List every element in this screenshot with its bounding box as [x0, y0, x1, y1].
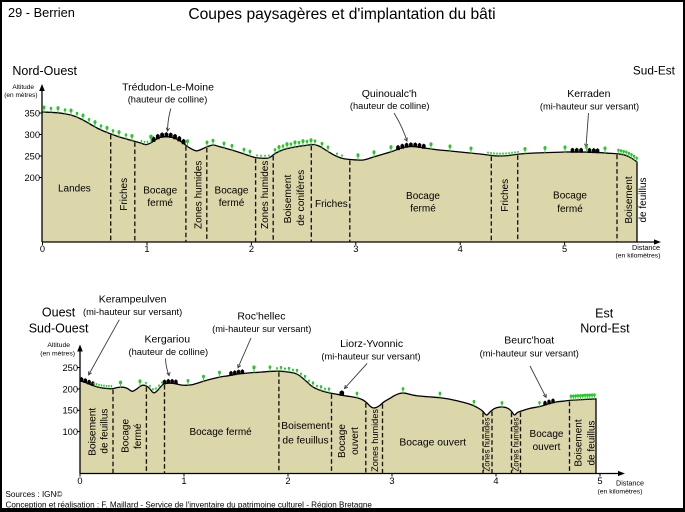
svg-text:2: 2: [285, 476, 290, 486]
svg-text:Friches: Friches: [315, 199, 348, 210]
svg-text:Boisement: Boisement: [87, 408, 98, 456]
svg-text:(mi-hauteur sur versant): (mi-hauteur sur versant): [83, 307, 182, 317]
svg-text:(en mètres): (en mètres): [4, 92, 37, 99]
svg-text:Zones humides: Zones humides: [260, 161, 271, 229]
svg-text:(mi-hauteur sur versant): (mi-hauteur sur versant): [321, 352, 420, 362]
svg-text:Kerampeulven: Kerampeulven: [99, 294, 167, 306]
svg-text:Friches: Friches: [500, 179, 511, 212]
svg-text:de conifères: de conifères: [296, 170, 307, 226]
svg-text:200: 200: [62, 384, 78, 394]
svg-text:Roc'hellec: Roc'hellec: [237, 311, 285, 323]
svg-text:Distance: Distance: [616, 479, 644, 488]
svg-text:1: 1: [144, 244, 149, 254]
svg-text:Bocage: Bocage: [406, 191, 440, 202]
svg-text:Boisement: Boisement: [281, 421, 330, 432]
svg-text:Nord-Ouest: Nord-Ouest: [12, 64, 77, 78]
svg-text:Bocage: Bocage: [553, 191, 587, 202]
svg-text:fermé: fermé: [557, 204, 583, 215]
svg-text:(hauteur de colline): (hauteur de colline): [129, 347, 209, 357]
svg-text:Quinoualc'h: Quinoualc'h: [362, 88, 417, 100]
svg-text:Boisement: Boisement: [624, 176, 635, 223]
svg-text:Nord-Est: Nord-Est: [580, 322, 630, 336]
svg-text:Sources : IGN©: Sources : IGN©: [6, 490, 63, 499]
svg-text:Zones humides: Zones humides: [483, 417, 492, 471]
svg-text:Liorz-Yvonnic: Liorz-Yvonnic: [340, 338, 403, 350]
svg-text:(en kilomètres): (en kilomètres): [598, 488, 643, 495]
svg-text:fermé: fermé: [219, 198, 245, 209]
svg-text:(en mètres): (en mètres): [40, 351, 75, 358]
svg-text:Bocage ouvert: Bocage ouvert: [399, 438, 466, 449]
svg-text:29 - Berrien: 29 - Berrien: [8, 5, 75, 20]
svg-text:Bocage: Bocage: [215, 186, 249, 197]
svg-text:Ouest: Ouest: [42, 306, 76, 320]
svg-text:fermé: fermé: [133, 423, 144, 449]
svg-text:150: 150: [62, 406, 78, 416]
svg-text:2: 2: [249, 244, 254, 254]
svg-text:de feuillus: de feuillus: [99, 409, 110, 454]
svg-text:Conception et réalisation : F.: Conception et réalisation : F. Maillard …: [6, 500, 373, 509]
svg-text:1: 1: [181, 476, 186, 486]
svg-text:ouvert: ouvert: [350, 427, 361, 455]
svg-text:Bocage: Bocage: [337, 424, 348, 458]
svg-text:Est: Est: [595, 307, 614, 321]
svg-text:(mi-hauteur sur versant): (mi-hauteur sur versant): [480, 349, 579, 359]
svg-text:(mi-hauteur sur versant): (mi-hauteur sur versant): [212, 324, 311, 334]
svg-text:Altitude: Altitude: [12, 84, 34, 91]
svg-text:(en kilomètres): (en kilomètres): [616, 252, 661, 259]
svg-text:Boisement: Boisement: [574, 419, 585, 466]
svg-text:5: 5: [597, 476, 602, 486]
svg-text:Friches: Friches: [119, 178, 130, 211]
svg-text:fermé: fermé: [410, 203, 436, 214]
svg-text:Distance: Distance: [632, 243, 660, 252]
svg-text:Coupes paysagères et d'implant: Coupes paysagères et d'implantation du b…: [188, 6, 495, 23]
svg-text:Sud-Ouest: Sud-Ouest: [29, 322, 89, 336]
svg-text:250: 250: [24, 151, 40, 161]
svg-text:0: 0: [40, 244, 45, 254]
svg-text:Bocage: Bocage: [121, 419, 132, 453]
svg-text:Boisement: Boisement: [283, 175, 294, 224]
svg-text:de feuillus: de feuillus: [282, 435, 328, 446]
svg-text:de feuillus: de feuillus: [638, 177, 649, 222]
svg-text:Beurc'hoat: Beurc'hoat: [504, 335, 554, 347]
svg-text:4: 4: [458, 244, 463, 254]
svg-text:350: 350: [24, 108, 40, 118]
svg-text:Bocage fermé: Bocage fermé: [189, 427, 252, 438]
svg-text:(hauteur de colline): (hauteur de colline): [350, 101, 430, 111]
svg-text:Bocage: Bocage: [530, 429, 564, 440]
svg-text:Kergariou: Kergariou: [145, 334, 191, 346]
svg-text:Landes: Landes: [58, 183, 91, 194]
svg-text:250: 250: [62, 363, 78, 373]
svg-text:Zones humides: Zones humides: [194, 161, 205, 229]
svg-text:Trédudon-Le-Moine: Trédudon-Le-Moine: [122, 82, 214, 94]
svg-text:Bocage: Bocage: [143, 186, 177, 197]
svg-text:Zones humides: Zones humides: [512, 417, 521, 471]
svg-text:Kerraden: Kerraden: [567, 88, 610, 100]
svg-text:fermé: fermé: [147, 198, 173, 209]
svg-text:300: 300: [24, 130, 40, 140]
svg-text:3: 3: [353, 244, 358, 254]
svg-text:ouvert: ouvert: [533, 442, 561, 453]
svg-text:200: 200: [24, 173, 40, 183]
svg-text:(hauteur de colline): (hauteur de colline): [128, 95, 208, 105]
svg-text:0: 0: [77, 476, 82, 486]
svg-text:3: 3: [389, 476, 394, 486]
svg-text:Zones humides: Zones humides: [370, 409, 380, 472]
svg-text:4: 4: [493, 476, 498, 486]
svg-text:(mi-hauteur sur versant): (mi-hauteur sur versant): [540, 102, 639, 112]
svg-text:Sud-Est: Sud-Est: [633, 64, 676, 78]
svg-text:Altitude: Altitude: [47, 342, 70, 349]
svg-text:100: 100: [62, 427, 78, 437]
svg-text:5: 5: [562, 244, 567, 254]
svg-text:de feuillus: de feuillus: [587, 420, 598, 465]
